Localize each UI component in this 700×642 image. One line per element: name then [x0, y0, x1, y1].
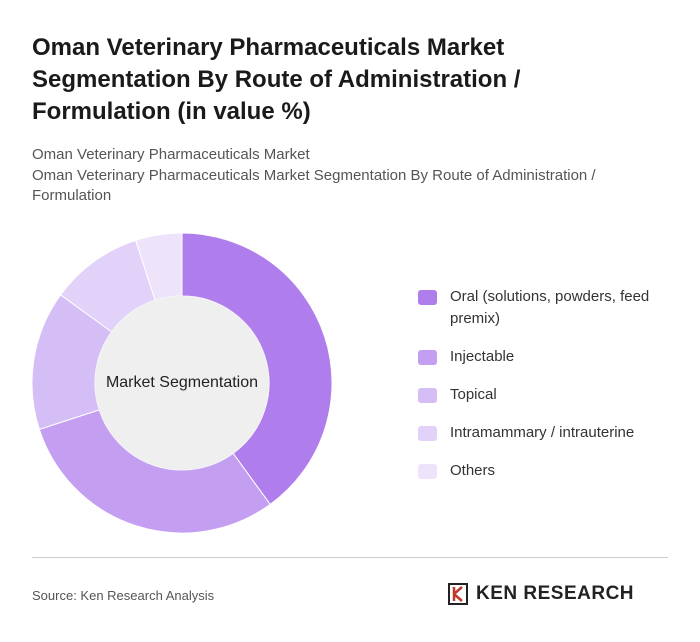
legend-item: Topical [418, 384, 678, 406]
legend-swatch [418, 426, 437, 441]
logo-icon [448, 583, 468, 605]
divider [32, 557, 668, 558]
legend-swatch [418, 290, 437, 305]
center-circle [95, 296, 269, 470]
legend-swatch [418, 350, 437, 365]
donut-chart: Market Segmentation [31, 232, 333, 534]
subtitle: Oman Veterinary Pharmaceuticals Market S… [32, 167, 596, 204]
legend-label: Injectable [450, 348, 515, 365]
source: Source: Ken Research Analysis [32, 588, 215, 603]
logo: KEN RESEARCH [448, 583, 634, 605]
legend-item: Others [418, 460, 678, 482]
center-label: Market Segmentation [106, 374, 258, 391]
legend-swatch [418, 464, 437, 479]
legend-swatch [418, 388, 437, 403]
legend-item: Oral (solutions, powders, feed premix) [418, 286, 678, 330]
title: Oman Veterinary Pharmaceuticals Market S… [32, 34, 521, 125]
logo-text: KEN RESEARCH [476, 583, 635, 604]
legend-label: Others [450, 462, 496, 479]
legend-item: Intramammary / intrauterine [418, 422, 678, 444]
legend: Oral (solutions, powders, feed premix) In… [418, 286, 678, 498]
legend-label: Topical [450, 386, 497, 403]
legend-label: Oral (solutions, powders, feed premix) [450, 288, 650, 327]
subtitle: Oman Veterinary Pharmaceuticals Market [32, 146, 310, 163]
legend-item: Injectable [418, 346, 678, 368]
legend-label: Intramammary / intrauterine [450, 424, 635, 441]
